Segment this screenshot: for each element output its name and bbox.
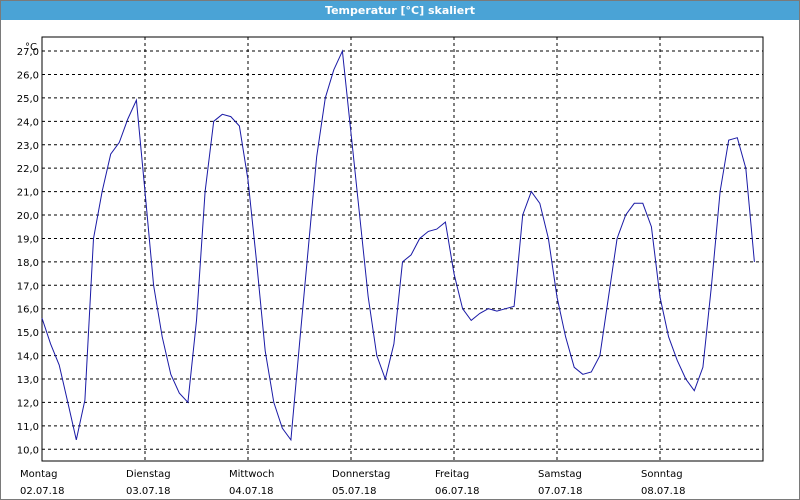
y-tick-label: 25,0	[17, 94, 39, 105]
x-tick-date: 07.07.18	[538, 486, 583, 497]
y-tick-label: 10,0	[17, 445, 39, 456]
y-tick-label: 21,0	[17, 188, 39, 199]
x-tick-date: 02.07.18	[20, 486, 65, 497]
plot-frame	[41, 36, 764, 462]
y-tick-label: 15,0	[17, 328, 39, 339]
y-tick-label: 11,0	[17, 422, 39, 433]
x-tick-day: Freitag	[435, 469, 469, 480]
x-tick-day: Dienstag	[126, 469, 171, 480]
y-tick-label: 17,0	[17, 281, 39, 292]
y-tick-label: 12,0	[17, 398, 39, 409]
window-title: Temperatur [°C] skaliert	[1, 1, 799, 20]
y-axis-unit: °C	[25, 42, 37, 53]
y-tick-label: 19,0	[17, 234, 39, 245]
y-tick-label: 24,0	[17, 117, 39, 128]
x-tick-date: 03.07.18	[126, 486, 171, 497]
y-tick-label: 26,0	[17, 70, 39, 81]
x-tick-day: Sonntag	[641, 469, 683, 480]
y-tick-label: 14,0	[17, 352, 39, 363]
y-tick-label: 27,0	[17, 47, 39, 58]
x-tick-date: 04.07.18	[229, 486, 274, 497]
x-tick-date: 06.07.18	[435, 486, 480, 497]
y-tick-label: 13,0	[17, 375, 39, 386]
x-tick-labels: Montag 02.07.18 Dienstag 03.07.18 Mittwoch 04…	[20, 469, 686, 497]
y-tick-label: 16,0	[17, 305, 39, 316]
y-tick-label: 20,0	[17, 211, 39, 222]
y-tick-label: 18,0	[17, 258, 39, 269]
x-tick-date: 05.07.18	[332, 486, 377, 497]
grid	[42, 37, 763, 461]
y-tick-label: 22,0	[17, 164, 39, 175]
x-tick-day: Samstag	[538, 469, 582, 480]
x-tick-day: Donnerstag	[332, 469, 390, 480]
temperature-series-line	[41, 49, 755, 442]
y-tick-labels: 10,0 11,0 12,0 13,0 14,0 15,0 16,0 17,0 18,0 19,0…	[17, 47, 39, 456]
x-tick-day: Montag	[20, 469, 57, 480]
x-tick-day: Mittwoch	[229, 469, 274, 480]
y-tick-label: 23,0	[17, 141, 39, 152]
x-tick-date: 08.07.18	[641, 486, 686, 497]
